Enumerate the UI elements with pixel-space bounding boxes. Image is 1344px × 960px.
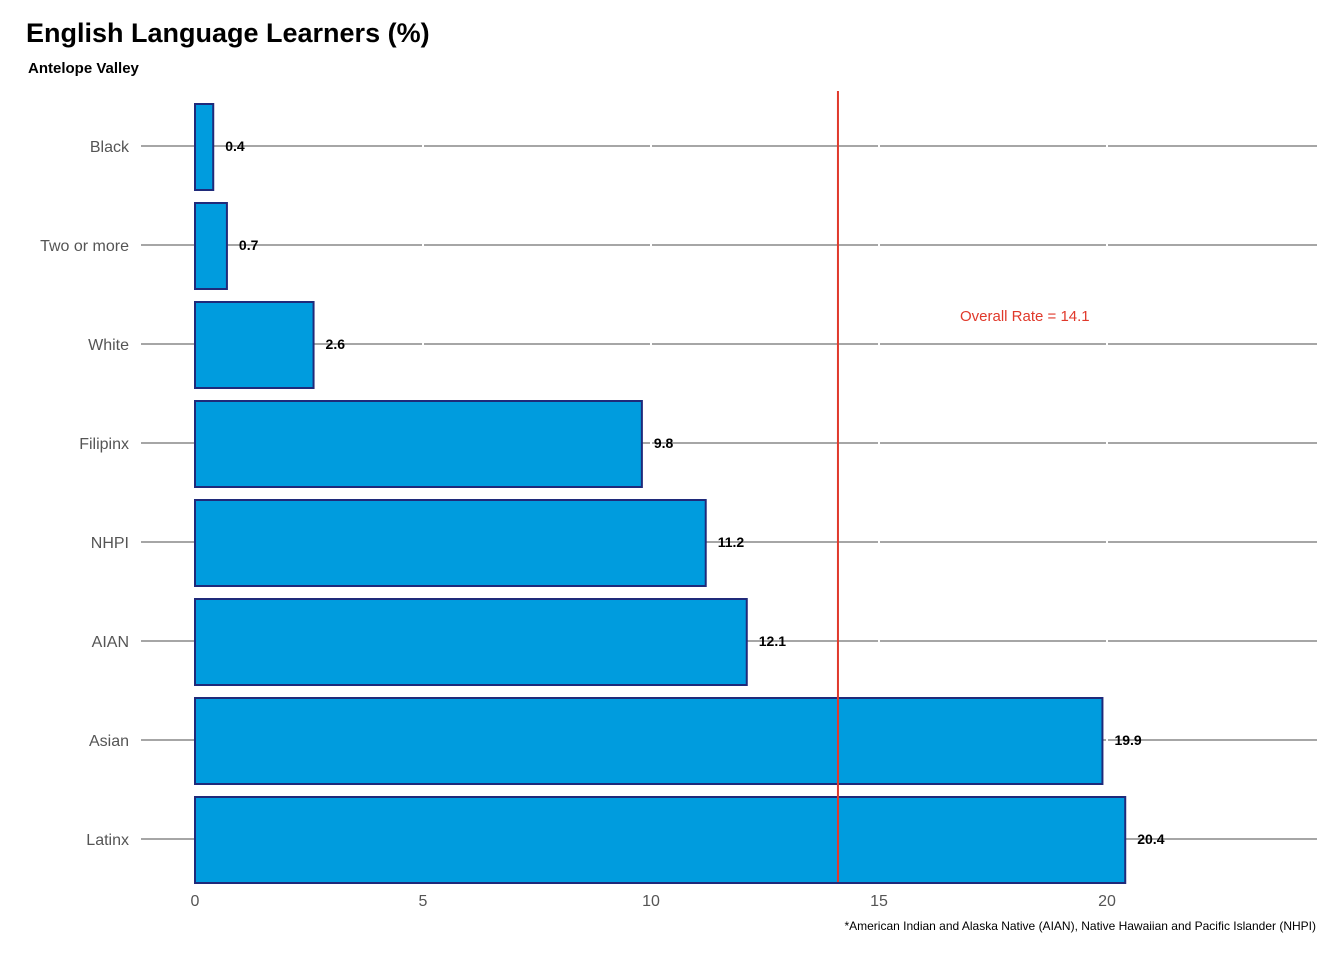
x-tick-label-20: 20: [1098, 893, 1116, 910]
bar-nhpi: [194, 499, 707, 587]
category-label-filipinx: Filipinx: [79, 436, 129, 453]
category-label-latinx: Latinx: [86, 832, 129, 849]
value-label-asian: 19.9: [1114, 732, 1141, 748]
value-label-white: 2.6: [326, 336, 346, 352]
value-label-latinx: 20.4: [1137, 831, 1164, 847]
chart-footnote: *American Indian and Alaska Native (AIAN…: [844, 919, 1316, 933]
x-tick-label-0: 0: [191, 893, 200, 910]
bar-black: [194, 103, 215, 191]
category-label-asian: Asian: [89, 733, 129, 750]
category-label-two-or-more: Two or more: [40, 238, 129, 255]
category-label-nhpi: NHPI: [91, 535, 129, 552]
bar-latinx: [194, 796, 1127, 884]
value-label-two-or-more: 0.7: [239, 237, 259, 253]
bar-aian: [194, 598, 748, 686]
overall-rate-label: Overall Rate = 14.1: [960, 308, 1090, 325]
x-tick-label-5: 5: [419, 893, 428, 910]
value-label-filipinx: 9.8: [654, 435, 674, 451]
category-label-black: Black: [90, 139, 130, 156]
x-tick-label-10: 10: [642, 893, 660, 910]
chart-title: English Language Learners (%): [26, 18, 430, 48]
value-label-aian: 12.1: [759, 633, 786, 649]
bar-two-or-more: [194, 202, 228, 290]
category-label-white: White: [88, 337, 129, 354]
x-tick-label-15: 15: [870, 893, 888, 910]
chart-subtitle: Antelope Valley: [28, 60, 139, 77]
value-label-nhpi: 11.2: [718, 534, 745, 550]
bar-filipinx: [194, 400, 643, 488]
bar-asian: [194, 697, 1104, 785]
bar-white: [194, 301, 315, 389]
category-label-aian: AIAN: [92, 634, 129, 651]
value-label-black: 0.4: [225, 138, 245, 154]
